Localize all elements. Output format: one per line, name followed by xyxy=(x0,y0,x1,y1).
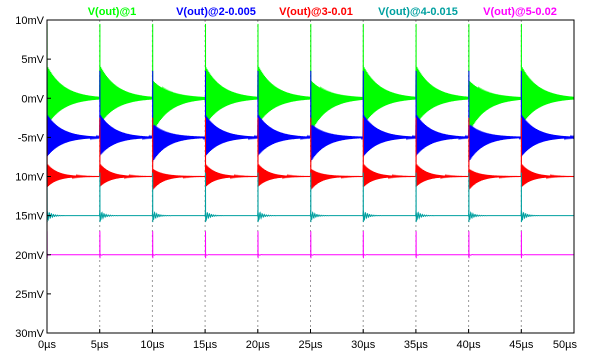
legend: V(out)@1 V(out)@2-0.005 V(out)@3-0.01 V(out… xyxy=(88,6,557,18)
x-tick-label: 45µs xyxy=(509,339,534,351)
legend-entry-2: V(out)@2-0.005 xyxy=(176,6,256,18)
x-tick-label: 5µs xyxy=(91,339,109,351)
x-tick-label: 40µs xyxy=(457,339,482,351)
x-tick-label: 10µs xyxy=(140,339,165,351)
series-line-4 xyxy=(46,172,574,223)
legend-entry-4: V(out)@4-0.015 xyxy=(378,6,458,18)
x-axis-ticks: 0µs 5µs 10µs 15µs 20µs 25µs 30µs 35µs 40µs 45µs 50… xyxy=(38,329,577,351)
x-tick-label: 30µs xyxy=(351,339,376,351)
y-tick-label: 10mV xyxy=(15,172,44,184)
y-tick-label: -5mV xyxy=(18,132,45,144)
y-tick-label: 20mV xyxy=(15,250,44,262)
y-tick-label: 10mV xyxy=(15,15,44,27)
x-tick-label: 15µs xyxy=(193,339,218,351)
x-tick-label: 35µs xyxy=(404,339,429,351)
y-tick-label: 25mV xyxy=(15,289,44,301)
x-tick-label: 50µs xyxy=(553,339,578,351)
x-tick-label: 20µs xyxy=(246,339,271,351)
y-axis-ticks: 10mV 5mV 0mV -5mV 10mV 15mV 20mV 25mV 30mV xyxy=(15,15,51,340)
y-tick-label: 30mV xyxy=(15,328,44,340)
legend-entry-5: V(out)@5-0.02 xyxy=(483,6,557,18)
y-tick-label: 5mV xyxy=(21,54,44,66)
series-line-5 xyxy=(46,231,574,259)
trace-layer xyxy=(46,23,575,259)
x-tick-label: 0µs xyxy=(38,339,56,351)
legend-entry-3: V(out)@3-0.01 xyxy=(279,6,353,18)
y-tick-label: 0mV xyxy=(21,93,44,105)
legend-entry-1: V(out)@1 xyxy=(88,6,137,18)
y-tick-label: 15mV xyxy=(15,211,44,223)
x-tick-label: 25µs xyxy=(298,339,323,351)
